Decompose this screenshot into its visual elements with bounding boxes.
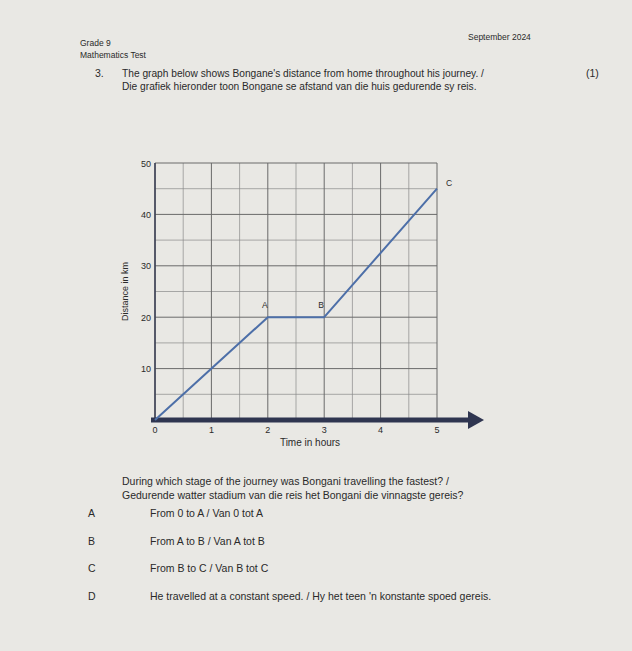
page: Grade 9 Mathematics Test September 2024 3. T…: [0, 0, 632, 651]
grid-line: [155, 163, 156, 420]
point-label: B: [318, 300, 324, 310]
question-text: The graph below shows Bongane's distance…: [122, 68, 484, 79]
y-tick-label: 50: [141, 159, 151, 169]
option-text: From B to C / Van B tot C: [150, 562, 269, 574]
option-letter: C: [88, 562, 96, 574]
point-label: C: [446, 178, 452, 188]
date: September 2024: [468, 32, 531, 42]
grid-line: [267, 163, 268, 420]
grid-line: [155, 265, 437, 266]
x-tick-label: 5: [434, 425, 439, 435]
grid-line: [155, 214, 437, 215]
minor-grid-line: [408, 163, 409, 420]
option-text: From 0 to A / Van 0 tot A: [150, 507, 263, 519]
option-letter: A: [88, 507, 95, 519]
x-axis: [151, 418, 470, 423]
option-letter: D: [88, 590, 96, 602]
data-group: [155, 189, 437, 420]
prompt: Gedurende watter stadium van die reis he…: [122, 489, 464, 501]
x-axis-label: Time in hours: [280, 437, 340, 448]
grade: Grade 9: [80, 38, 111, 48]
point-label: A: [262, 300, 268, 310]
question-number: 3.: [95, 67, 104, 79]
y-axis-label: Distance in km: [120, 262, 130, 321]
option-letter: B: [88, 535, 95, 547]
x-tick-label: 0: [152, 425, 157, 435]
chart: 10 20 30 40 50 0 1 2 3 4 5 Time in hours Distance in…: [120, 159, 484, 449]
grid-line: [155, 163, 437, 164]
minor-grid-line: [352, 163, 353, 420]
option-text: From A to B / Van A tot B: [150, 535, 265, 547]
paper: [0, 0, 632, 651]
minor-grid-line: [239, 163, 240, 420]
x-tick-label: 4: [378, 425, 383, 435]
x-axis-arrow: [468, 411, 484, 429]
grid-line: [324, 163, 325, 420]
minor-grid-line: [183, 163, 184, 420]
minor-grid-line: [296, 163, 297, 420]
marks: (1): [586, 67, 599, 79]
distance-line: [155, 189, 437, 420]
grid-line: [380, 163, 381, 420]
grid-line: [437, 163, 438, 420]
question-text: Die grafiek hieronder toon Bongane se af…: [122, 81, 477, 92]
y-tick-label: 20: [141, 313, 151, 323]
prompt: During which stage of the journey was Bo…: [122, 475, 449, 487]
subject: Mathematics Test: [80, 50, 147, 60]
grid-line: [211, 163, 212, 420]
x-tick-label: 2: [265, 425, 270, 435]
y-tick-label: 10: [141, 364, 151, 374]
option-text: He travelled at a constant speed. / Hy h…: [150, 590, 491, 602]
y-tick-label: 30: [141, 261, 151, 271]
y-tick-label: 40: [141, 210, 151, 220]
grid-line: [155, 368, 437, 369]
x-tick-label: 1: [209, 425, 214, 435]
y-axis: [154, 163, 156, 420]
x-tick-label: 3: [322, 425, 327, 435]
